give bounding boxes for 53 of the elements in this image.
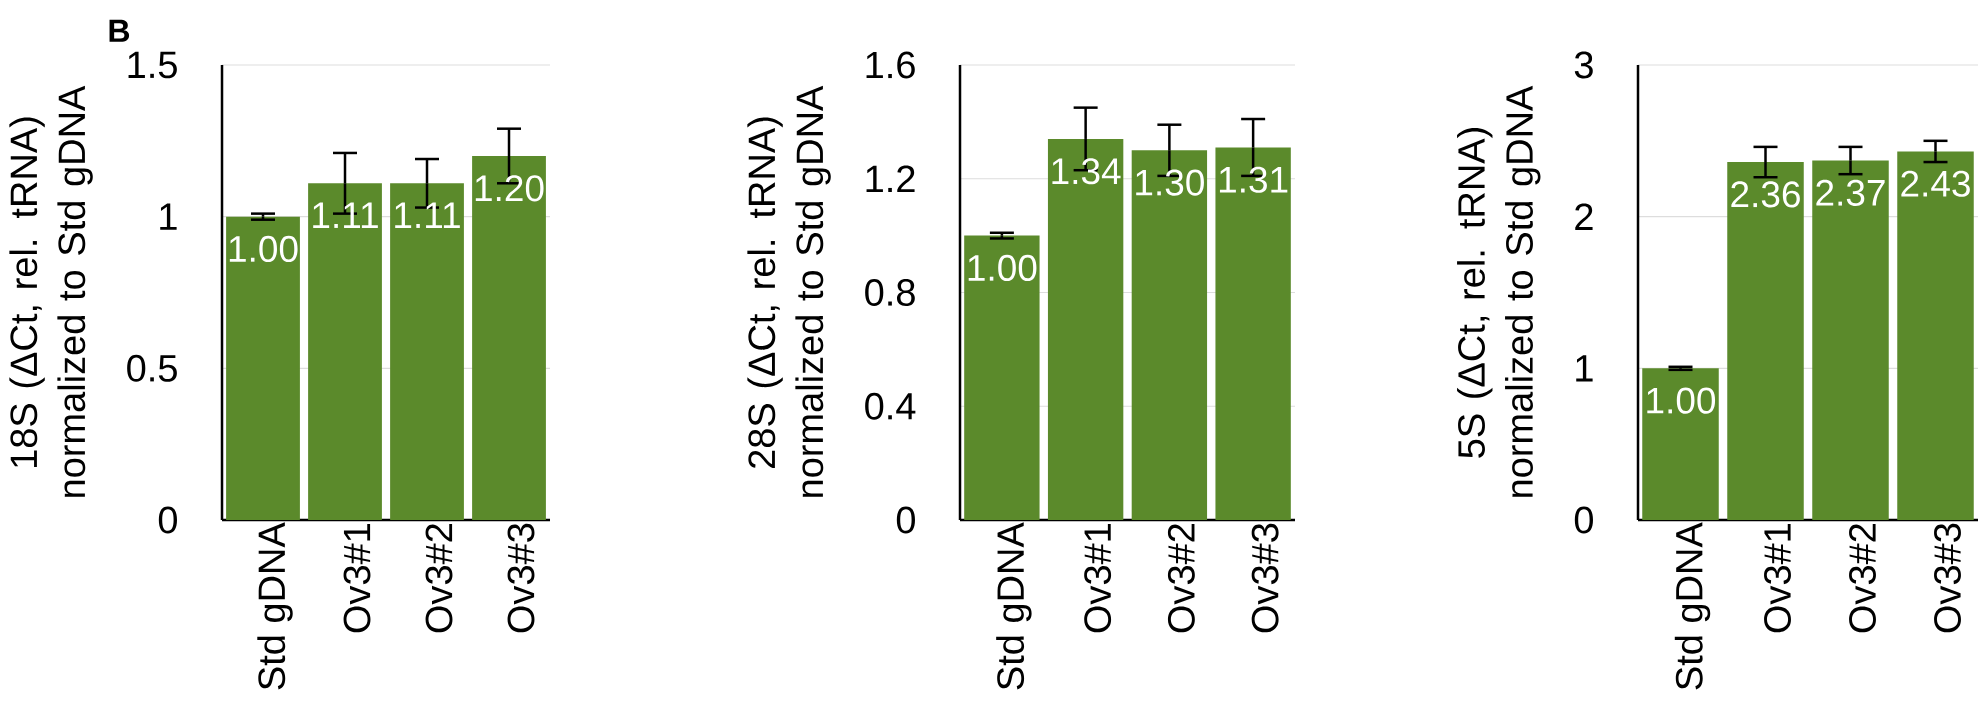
x-tick-label: Std gDNA (257, 522, 293, 690)
bar (1897, 151, 1974, 520)
x-tick-label: Ov3#2 (1849, 524, 1876, 633)
data-label: 1.30 (1136, 169, 1204, 196)
data-label: 1.00 (968, 254, 1037, 282)
data-label: 1.00 (229, 235, 298, 263)
y-axis-title: 28S (ΔCt, rel. tRNA) normalized to Std gDNA (747, 85, 831, 497)
data-label: 1.20 (475, 175, 544, 202)
y-tick-label: 0.8 (865, 279, 915, 306)
bar (472, 155, 546, 520)
x-tick-label: Ov3#1 (1764, 524, 1791, 633)
bar (1727, 162, 1804, 520)
bar (964, 235, 1040, 520)
data-label: 2.43 (1901, 170, 1970, 197)
x-tick-label: Ov3#1 (343, 524, 371, 633)
y-tick-label: 0 (158, 506, 177, 534)
y-tick-label: 0.5 (127, 354, 177, 382)
x-tick-label: Ov3#2 (1167, 524, 1195, 633)
data-label: 2.36 (1731, 181, 1800, 208)
y-tick-label: 2 (1575, 203, 1593, 230)
y-tick-label: 0 (1574, 506, 1593, 534)
bar (390, 183, 464, 520)
bar (1047, 138, 1124, 520)
x-tick-label: Ov3#3 (1251, 523, 1279, 633)
x-tick-label: Ov3#3 (1934, 523, 1961, 633)
text: B (109, 19, 130, 42)
x-tick-label: Ov3#3 (507, 523, 535, 633)
bar (1215, 147, 1291, 520)
bar (1131, 150, 1208, 520)
y-tick-label: 0.4 (865, 392, 916, 420)
y-tick-label: 1 (160, 203, 177, 230)
bar (1642, 368, 1719, 520)
x-tick-label: Std gDNA (1674, 522, 1711, 690)
data-label: 1.11 (313, 202, 378, 228)
y-tick-label: 1.5 (128, 51, 177, 79)
data-label: 1.34 (1052, 158, 1121, 185)
data-label: 1.31 (1219, 166, 1288, 193)
data-label: 1.11 (395, 202, 460, 228)
data-label: 2.37 (1816, 179, 1885, 206)
y-tick-label: 3 (1574, 51, 1593, 79)
y-axis-title: 18S (ΔCt, rel. tRNA) normalized to Std gDNA (9, 85, 93, 497)
y-tick-label: 1 (1576, 355, 1593, 382)
data-label: 1.00 (1647, 387, 1716, 414)
x-tick-label: Ov3#2 (425, 524, 453, 633)
y-tick-label: 0 (896, 506, 915, 534)
y-tick-label: 1.6 (866, 51, 915, 79)
x-tick-label: Ov3#1 (1084, 524, 1112, 633)
y-axis-title: 5S (ΔCt, rel. tRNA) normalized to Std gDNA (1457, 85, 1541, 497)
bar (308, 183, 382, 520)
x-tick-label: Std gDNA (996, 522, 1032, 690)
bar (226, 216, 300, 520)
y-tick-label: 1.2 (866, 165, 915, 193)
bar (1812, 160, 1889, 520)
